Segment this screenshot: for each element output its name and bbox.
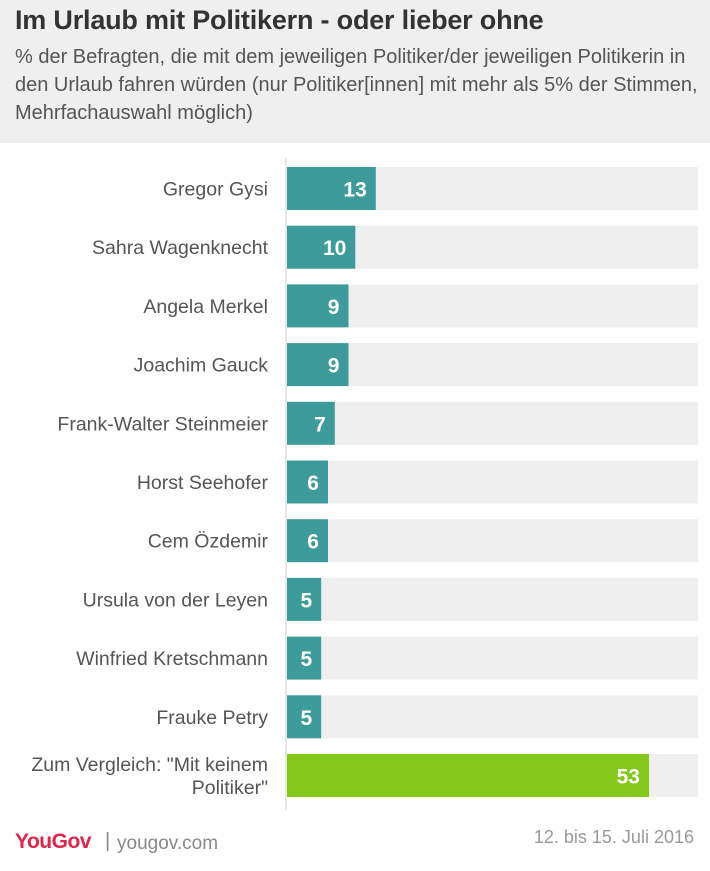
category-label: Gregor Gysi	[163, 179, 268, 201]
value-label: 5	[300, 707, 312, 730]
bar-track	[287, 636, 698, 680]
bar	[287, 754, 649, 797]
category-label: Frank-Walter Steinmeier	[57, 413, 268, 435]
value-label: 13	[343, 179, 366, 202]
survey-date: 12. bis 15. Juli 2016	[533, 827, 694, 847]
category-label: Angela Merkel	[143, 296, 268, 318]
bar	[287, 695, 322, 739]
category-label: Cem Özdemir	[148, 531, 269, 553]
bar-track	[287, 460, 698, 504]
category-label: Ursula von der Leyen	[83, 589, 268, 611]
footer-url[interactable]: yougov.com	[117, 833, 219, 854]
footer-separator: |	[105, 830, 111, 852]
bar	[287, 519, 328, 563]
bar-track	[287, 284, 698, 328]
value-label: 10	[323, 237, 346, 260]
category-label: Sahra Wagenknecht	[92, 237, 269, 259]
bar	[287, 636, 322, 680]
bar	[287, 343, 349, 387]
bar-track	[287, 695, 698, 739]
category-label: Horst Seehofer	[137, 472, 269, 494]
bar	[287, 167, 376, 210]
value-label: 7	[314, 413, 326, 436]
category-label: Joachim Gauck	[134, 355, 269, 377]
bar	[287, 460, 328, 504]
bar	[287, 401, 335, 445]
bar	[287, 225, 356, 269]
category-label: Zum Vergleich: "Mit keinem Politiker"	[31, 754, 268, 799]
bar-track	[287, 519, 698, 563]
bar-track	[287, 225, 698, 269]
chart-subtitle: % der Befragten, die mit dem jeweiligen …	[15, 46, 698, 124]
value-label: 9	[328, 296, 340, 319]
yougov-logo: YouGov	[15, 830, 91, 853]
bar-track	[287, 577, 698, 621]
value-label: 6	[307, 472, 319, 495]
bar-track	[287, 343, 698, 387]
value-label: 5	[300, 589, 312, 612]
category-label: Frauke Petry	[156, 707, 268, 729]
value-label: 53	[617, 766, 640, 789]
chart-title: Im Urlaub mit Politikern - oder lieber o…	[15, 5, 544, 35]
value-label: 6	[307, 531, 319, 554]
chart-header: Im Urlaub mit Politikern - oder lieber o…	[0, 0, 710, 143]
category-label: Winfried Kretschmann	[76, 648, 268, 670]
bar	[287, 284, 349, 328]
bar-track	[287, 401, 698, 445]
value-label: 5	[300, 648, 312, 671]
bar	[287, 577, 322, 621]
value-label: 9	[328, 355, 340, 378]
